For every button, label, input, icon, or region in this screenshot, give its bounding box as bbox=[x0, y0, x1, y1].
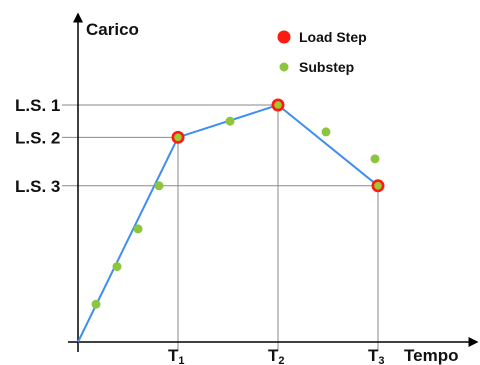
legend: Load Step Substep bbox=[277, 29, 367, 75]
load-curve-line bbox=[77, 104, 379, 343]
legend-label: Substep bbox=[299, 59, 354, 75]
y-tick-label: L.S. 2 bbox=[15, 128, 60, 147]
legend-load-step-icon bbox=[277, 30, 291, 44]
substep-point bbox=[154, 181, 164, 191]
reference-lines bbox=[62, 104, 379, 350]
x-tick-label: T3 bbox=[368, 346, 385, 365]
load-step-marker-center bbox=[374, 181, 382, 190]
x-tick-labels: T1 T2 T3 bbox=[168, 346, 385, 365]
substep-point bbox=[321, 127, 331, 137]
x-tick-label: T1 bbox=[168, 346, 185, 365]
y-tick-labels: L.S. 2 L.S. 1 L.S. 3 bbox=[15, 96, 60, 196]
legend-label: Load Step bbox=[299, 29, 367, 45]
y-tick-label: L.S. 3 bbox=[15, 177, 60, 196]
x-tick-label: T2 bbox=[268, 346, 285, 365]
load-step-point bbox=[271, 98, 285, 112]
x-axis-label-text: Tempo bbox=[404, 346, 458, 365]
legend-substep-icon bbox=[279, 62, 289, 72]
substep-point bbox=[133, 224, 143, 234]
substep-point bbox=[112, 262, 122, 272]
x-axis-label: Tempo bbox=[404, 346, 458, 365]
substep-point bbox=[370, 154, 380, 164]
load-step-point bbox=[371, 179, 385, 193]
y-axis-label-text: Carico bbox=[86, 20, 139, 39]
substep-point bbox=[225, 116, 235, 126]
load-step-marker-center bbox=[174, 133, 182, 142]
y-axis-label: Carico bbox=[86, 20, 139, 39]
load-series bbox=[77, 98, 385, 343]
legend-item: Substep bbox=[279, 59, 354, 75]
load-step-point bbox=[171, 130, 185, 144]
legend-item: Load Step bbox=[277, 29, 367, 45]
substep-point bbox=[91, 299, 101, 309]
load-step-marker-center bbox=[274, 101, 282, 109]
y-tick-label: L.S. 1 bbox=[15, 96, 60, 115]
